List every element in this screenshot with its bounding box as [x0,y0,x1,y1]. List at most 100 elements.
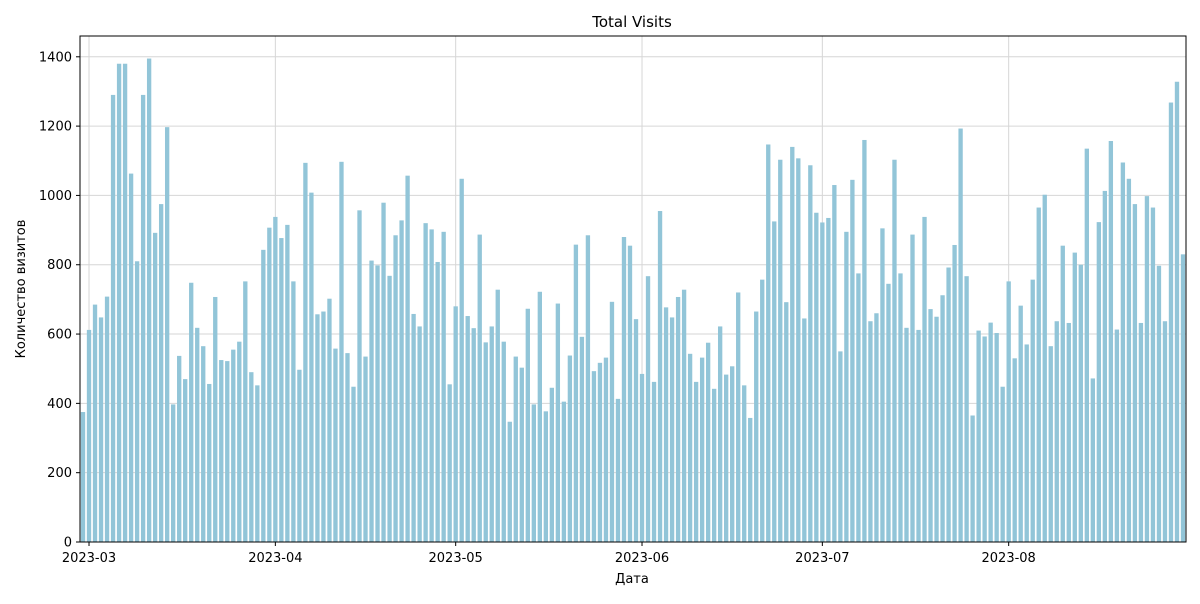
bar [880,228,885,542]
bar [1018,305,1023,542]
bar [687,353,693,542]
bar [760,279,765,542]
bar [970,415,975,542]
bar [844,231,849,542]
bar [862,139,867,542]
bar [417,326,422,542]
bar [1174,81,1180,542]
bar [669,317,675,542]
bar [447,384,452,542]
bar [603,357,609,542]
bar [1150,207,1156,543]
bar [261,249,266,542]
bar [1144,196,1150,542]
bar [321,311,326,542]
bar [910,234,915,542]
bar [543,411,549,542]
bar [122,63,128,542]
bar [928,309,933,542]
bar [171,404,176,542]
bar [489,326,494,542]
bar [675,296,681,542]
bar [1156,265,1162,542]
bar [237,341,242,542]
bar [429,229,434,542]
bar [315,314,320,542]
bar [766,144,771,543]
bar [1012,358,1017,542]
x-tick-label: 2023-06 [615,551,669,566]
bar [952,244,957,543]
bar [411,313,416,542]
bar [868,321,873,542]
bar [1108,141,1114,542]
bar [309,192,314,542]
bar [459,178,464,543]
bar [1036,207,1041,543]
bar [357,210,362,542]
bar [892,159,897,543]
bar [207,383,212,542]
y-tick-label: 800 [47,258,72,273]
bar [988,322,993,542]
bar [826,217,831,542]
bar [453,306,458,542]
bar [645,276,651,542]
bar [958,128,963,543]
bar [80,412,86,542]
bar [898,273,903,542]
bar [279,238,284,543]
x-tick-label: 2023-03 [62,551,116,566]
bar [369,260,374,542]
bar [195,327,200,542]
bar [351,386,356,542]
bar [1030,279,1035,542]
bar [285,224,290,542]
bar [465,316,470,542]
bar [1072,252,1077,543]
bar [808,165,813,542]
y-tick-label: 1200 [39,120,72,135]
bar [693,381,699,542]
bar [501,341,506,542]
bar [904,327,909,542]
bar [778,159,783,543]
bar [1126,178,1132,543]
bar [717,326,723,542]
bar [213,296,218,542]
bar [1114,329,1120,542]
bar [1066,322,1071,542]
bar [711,388,717,542]
bar [243,281,248,542]
bar [231,349,236,542]
bar [393,235,398,542]
bar [1024,344,1029,542]
x-axis-label: Дата [615,572,649,587]
bar [423,223,428,542]
bar [1120,162,1126,542]
bar [814,212,819,542]
bar [255,385,260,542]
bar [976,330,981,542]
bar [856,273,861,542]
bar [597,362,603,542]
bar [705,342,711,542]
bar [886,283,891,542]
x-tick-label: 2023-04 [248,551,302,566]
bar [1132,204,1138,542]
bar [158,204,164,542]
bar [273,216,278,542]
bar [1054,321,1059,542]
bar [267,227,272,542]
bar [405,175,410,543]
y-axis: 0 200 400 600 800 1000 1200 1400 [39,50,80,551]
bar [327,298,332,542]
bar [982,336,987,542]
y-tick-label: 0 [64,536,72,551]
bar [796,158,801,542]
bar [621,237,627,542]
y-tick-label: 1400 [39,50,72,65]
bar [519,367,524,542]
bar [363,356,368,542]
bar [579,336,585,542]
